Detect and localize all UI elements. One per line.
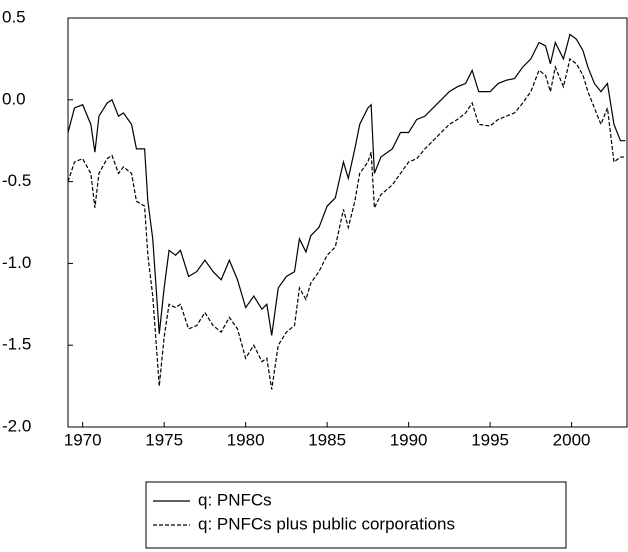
x-tick-label: 1980 — [227, 430, 265, 449]
y-tick-label: 0.0 — [2, 89, 26, 108]
series-line — [67, 33, 626, 336]
x-tick-label: 1975 — [145, 430, 183, 449]
x-tick-label: 1985 — [308, 430, 346, 449]
y-tick-label: -1.0 — [2, 253, 31, 272]
y-tick-label: 0.5 — [2, 7, 26, 26]
y-tick-label: -0.5 — [2, 171, 31, 190]
x-tick-label: 1990 — [390, 430, 428, 449]
x-tick-label: 1995 — [471, 430, 509, 449]
legend-box — [145, 481, 567, 549]
series-line — [67, 57, 626, 390]
legend-label: q: PNFCs plus public corporations — [198, 514, 455, 533]
plot-frame — [67, 17, 628, 428]
x-tick-label: 1970 — [64, 430, 102, 449]
y-tick-label: -2.0 — [2, 416, 31, 435]
x-tick-label: 2000 — [553, 430, 591, 449]
legend-label: q: PNFCs — [198, 490, 272, 509]
y-tick-label: -1.5 — [2, 335, 31, 354]
